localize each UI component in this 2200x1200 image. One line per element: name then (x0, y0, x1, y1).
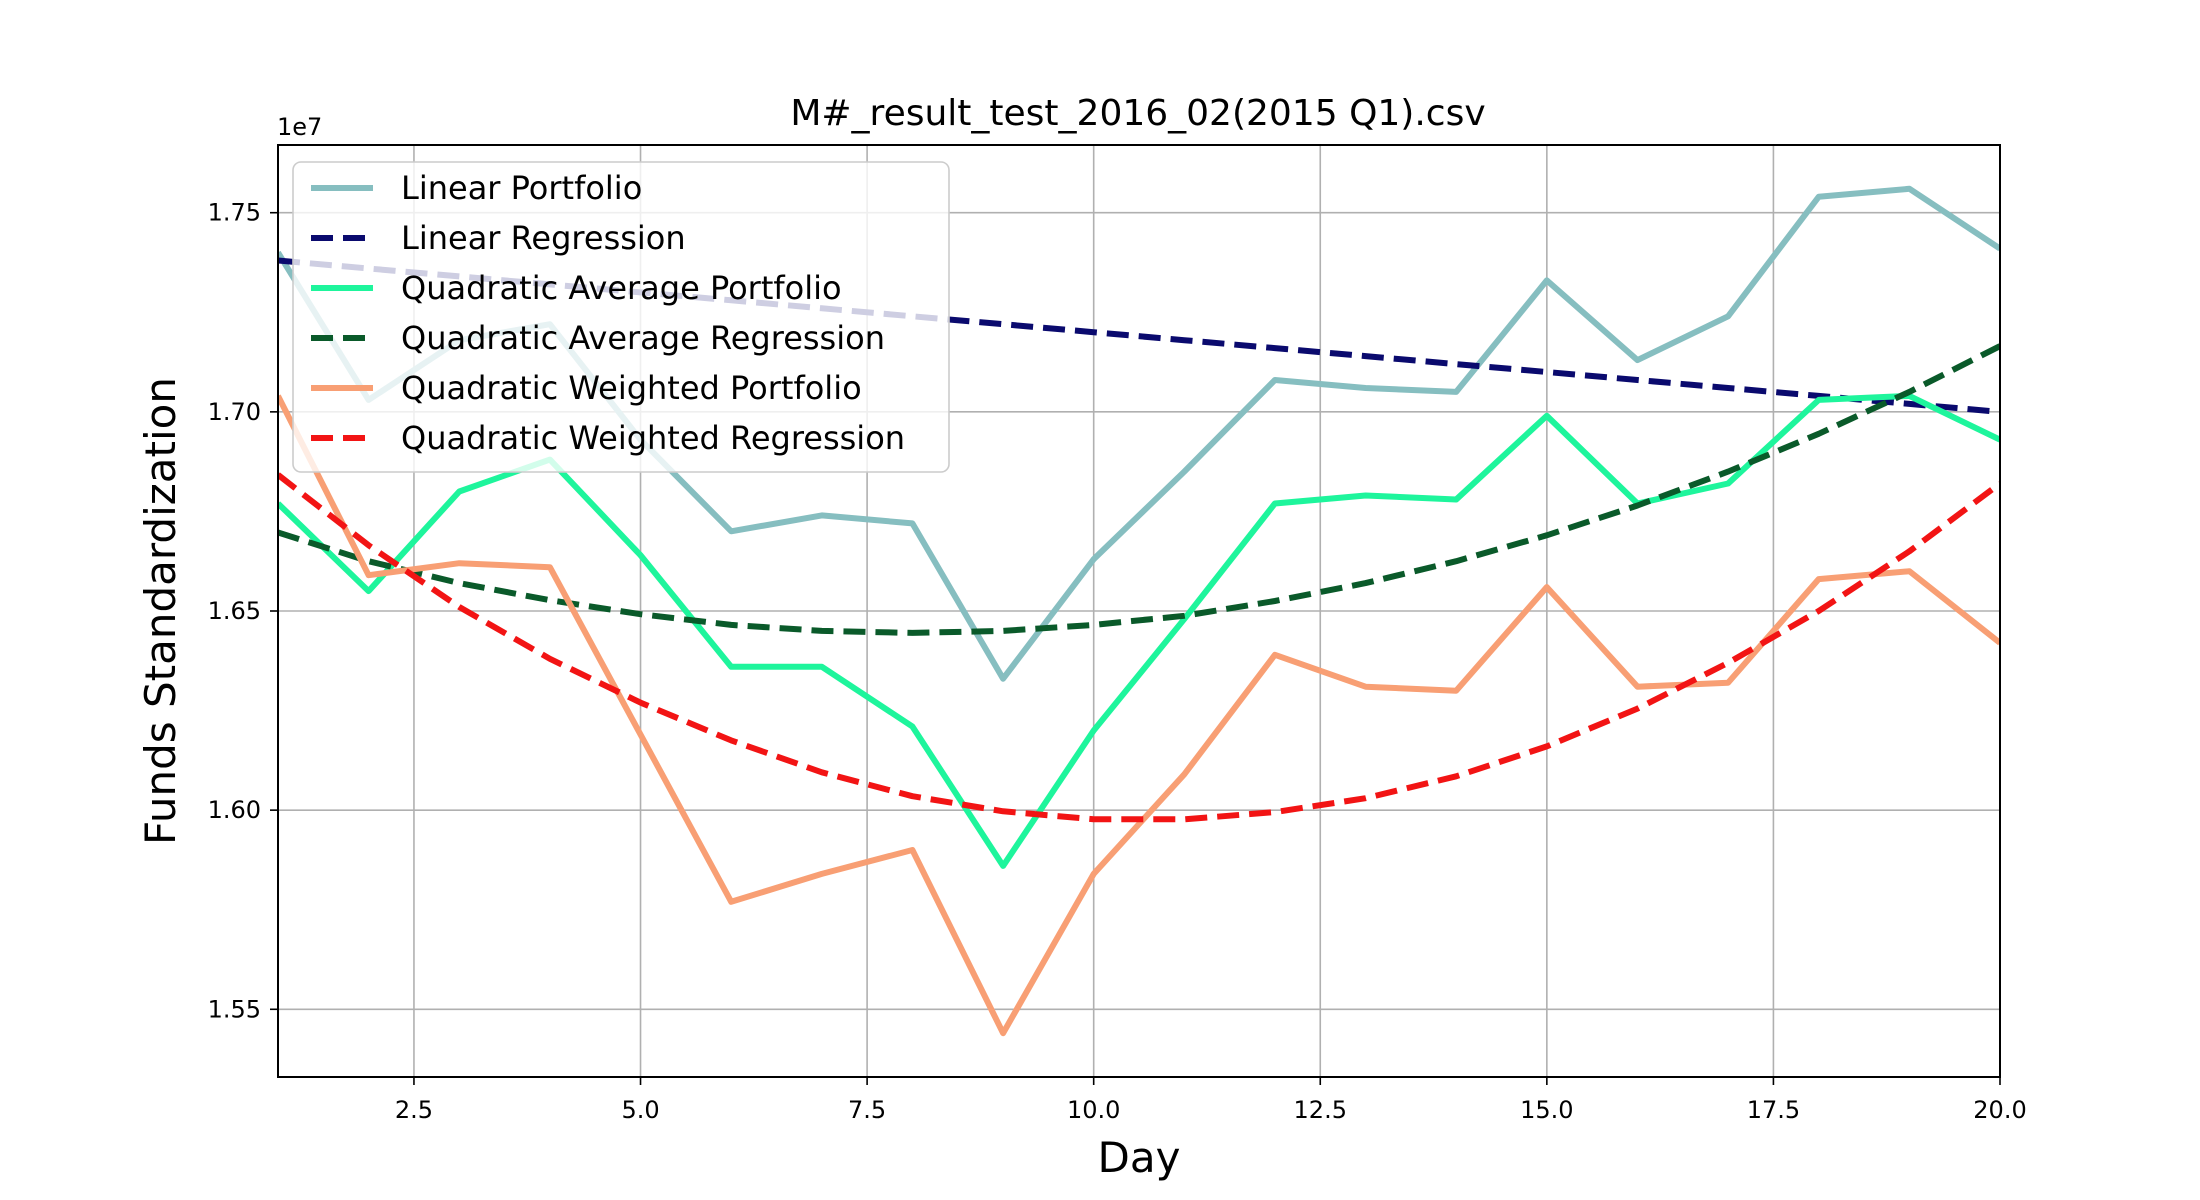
y-axis-title: Funds Standardization (136, 377, 185, 845)
legend-box (292, 161, 950, 473)
series-line-quadratic-average-portfolio (278, 392, 2000, 869)
x-tick-label: 12.5 (1294, 1096, 1347, 1124)
legend-label: Quadratic Weighted Regression (401, 419, 905, 457)
x-tick-label: 15.0 (1520, 1096, 1573, 1124)
y-tick-label: 1.70 (208, 398, 261, 426)
series-line-quadratic-average-regression (278, 343, 2000, 636)
x-tick-label: 20.0 (1973, 1096, 2026, 1124)
y-offset-label: 1e7 (277, 113, 322, 141)
chart-title: M#_result_test_2016_02(2015 Q1).csv (790, 93, 1485, 134)
y-tick-label: 1.55 (208, 995, 261, 1023)
x-axis-title: Day (1098, 1133, 1181, 1182)
legend-label: Quadratic Weighted Portfolio (401, 369, 862, 407)
x-tick-label: 10.0 (1067, 1096, 1120, 1124)
y-tick-label: 1.60 (208, 796, 261, 824)
series-line-quadratic-weighted-regression (278, 472, 2000, 823)
x-tick-label: 2.5 (395, 1096, 433, 1124)
legend-label: Quadratic Average Portfolio (401, 269, 842, 307)
axis-ticks: 2.5 5.0 7.5 10.0 12.5 15.0 17.5 20.0 1.55 1.60 1.6… (208, 199, 2027, 1124)
x-tick-label: 5.0 (621, 1096, 659, 1124)
y-tick-label: 1.65 (208, 597, 261, 625)
x-tick-label: 7.5 (848, 1096, 886, 1124)
x-tick-label: 17.5 (1747, 1096, 1800, 1124)
series-line-quadratic-weighted-portfolio (278, 394, 2000, 1037)
y-tick-label: 1.75 (208, 199, 261, 227)
legend-label: Linear Portfolio (401, 169, 642, 207)
legend: Linear Portfolio Linear Regression Quadrat… (292, 161, 950, 473)
legend-label: Linear Regression (401, 219, 686, 257)
legend-label: Quadratic Average Regression (401, 319, 885, 357)
